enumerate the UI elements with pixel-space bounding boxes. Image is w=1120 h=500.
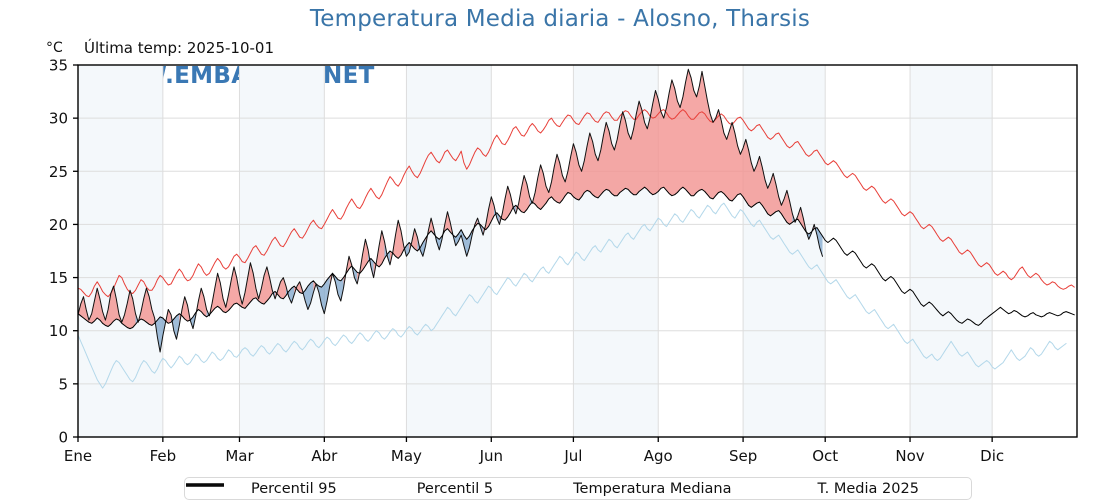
legend-label: Percentil 95	[251, 480, 337, 497]
x-tick-label-sep: Sep	[729, 447, 757, 465]
anomaly-fill-below	[433, 228, 442, 250]
series-line-percentil-95	[77, 109, 1075, 298]
y-tick-label: 35	[49, 57, 68, 75]
x-tick-label-may: May	[391, 447, 422, 465]
anomaly-fill-below	[286, 286, 295, 304]
anomaly-fill-below	[403, 242, 410, 257]
legend-label: Percentil 5	[416, 480, 494, 497]
y-tick-label: 5	[58, 375, 68, 393]
anomaly-fill-above	[373, 230, 385, 278]
anomaly-fill-above	[138, 288, 155, 326]
anomaly-fill-above	[343, 256, 352, 289]
anomaly-fill-below	[494, 205, 500, 225]
y-tick-label: 10	[49, 322, 68, 340]
anomaly-fill-above	[275, 277, 286, 299]
x-tick-label-ago: Ago	[644, 447, 673, 465]
x-tick-label-nov: Nov	[895, 447, 924, 465]
y-tick-label: 25	[49, 163, 68, 181]
month-band	[406, 65, 492, 437]
anomaly-fill-above	[795, 207, 806, 232]
legend-item-temperatura-mediana[interactable]: Temperatura Mediana	[186, 478, 732, 499]
anomaly-fill-below	[190, 312, 196, 329]
anomaly-fill-above	[78, 286, 136, 329]
series-line-t-media-2025	[77, 68, 823, 353]
legend-swatch-icon	[186, 482, 563, 496]
anomaly-fill-above	[442, 211, 453, 240]
x-tick-label-oct: Oct	[812, 447, 838, 465]
month-band	[910, 65, 993, 437]
x-tick-label-mar: Mar	[225, 447, 254, 465]
anomaly-fill-above	[532, 69, 793, 225]
x-tick-label-dic: Dic	[980, 447, 1004, 465]
last-temp-label: Última temp: 2025-10-01	[84, 39, 275, 57]
legend-swatch-icon	[186, 482, 407, 496]
legend-item-percentil-5[interactable]: Percentil 5	[186, 478, 494, 499]
x-tick-label-jul: Jul	[563, 447, 582, 465]
anomaly-fill-below	[316, 276, 330, 314]
legend-swatch-icon	[186, 482, 808, 496]
page-title: Temperatura Media diaria - Alosno, Thars…	[309, 6, 811, 32]
anomaly-fill-below	[453, 229, 473, 257]
anomaly-fill-above	[499, 186, 514, 225]
y-axis-unit-label: °C	[46, 40, 63, 56]
series-line-percentil-5	[77, 202, 1067, 389]
y-tick-label: 30	[49, 110, 68, 128]
month-band	[743, 65, 826, 437]
y-tick-label: 20	[49, 216, 68, 234]
anomaly-fill-above	[515, 175, 530, 214]
x-tick-label-ene: Ene	[64, 447, 92, 465]
series-line-temperatura-mediana	[77, 186, 1075, 330]
anomaly-fill-below	[154, 316, 166, 352]
anomaly-fill-above	[409, 228, 418, 253]
anomaly-fill-above	[179, 296, 191, 326]
chart-legend: Percentil 95 Percentil 5 Temperatura Media…	[184, 477, 972, 500]
month-band	[78, 65, 163, 437]
y-tick-label: 15	[49, 269, 68, 287]
x-tick-label-abr: Abr	[311, 447, 338, 465]
x-tick-label-jun: Jun	[479, 447, 503, 465]
y-tick-label: 0	[58, 429, 68, 447]
anomaly-fill-above	[195, 288, 207, 317]
anomaly-fill-below	[806, 230, 812, 240]
legend-label: T. Media 2025	[817, 480, 919, 497]
legend-item-t-media-2025[interactable]: T. Media 2025	[186, 478, 919, 499]
x-tick-label-feb: Feb	[150, 447, 177, 465]
anomaly-fill-above	[209, 262, 273, 316]
month-band	[239, 65, 325, 437]
legend-label: Temperatura Mediana	[573, 480, 732, 497]
